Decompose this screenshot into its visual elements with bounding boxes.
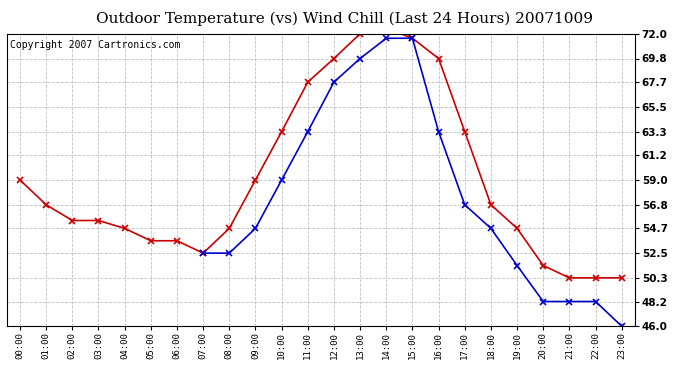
- Text: Outdoor Temperature (vs) Wind Chill (Last 24 Hours) 20071009: Outdoor Temperature (vs) Wind Chill (Las…: [97, 11, 593, 26]
- Text: Copyright 2007 Cartronics.com: Copyright 2007 Cartronics.com: [10, 40, 180, 50]
